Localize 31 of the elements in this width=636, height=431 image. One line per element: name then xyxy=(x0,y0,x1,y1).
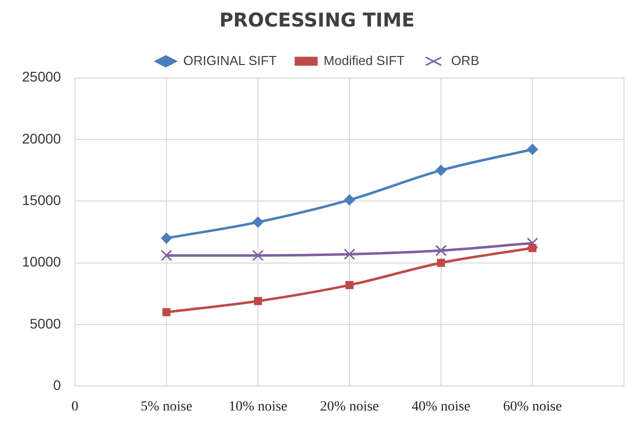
x-tick-label: 40% noise xyxy=(412,399,470,414)
point xyxy=(252,216,264,228)
x-tick-label: 20% noise xyxy=(320,399,379,414)
legend-label: ORIGINAL SIFT xyxy=(183,52,277,68)
chart-title: PROCESSING TIME xyxy=(219,9,415,32)
point xyxy=(344,194,355,206)
point xyxy=(252,250,264,262)
point xyxy=(436,258,446,267)
point xyxy=(162,308,170,316)
y-tick-label: 10000 xyxy=(22,254,62,270)
y-tick-label: 0 xyxy=(53,377,62,394)
x-tick-label: 0 xyxy=(71,399,78,414)
point xyxy=(528,244,537,252)
legend-label: Modified SIFT xyxy=(324,52,405,68)
point xyxy=(435,244,447,256)
y-tick-label: 20000 xyxy=(22,130,62,146)
point xyxy=(344,248,356,260)
y-tick-label: 5000 xyxy=(30,315,62,332)
point xyxy=(345,281,354,290)
point xyxy=(435,164,446,176)
x-tick-label: 5% noise xyxy=(140,399,192,414)
point xyxy=(160,250,172,262)
legend-label: ORB xyxy=(451,52,480,68)
point xyxy=(526,144,538,155)
x-tick-label: 60% noise xyxy=(503,399,562,414)
x-tick-label: 10% noise xyxy=(228,399,288,414)
point xyxy=(160,232,172,244)
y-tick-label: 15000 xyxy=(22,192,62,208)
point xyxy=(254,297,262,306)
y-tick-label: 25000 xyxy=(22,68,62,85)
point xyxy=(526,237,538,249)
